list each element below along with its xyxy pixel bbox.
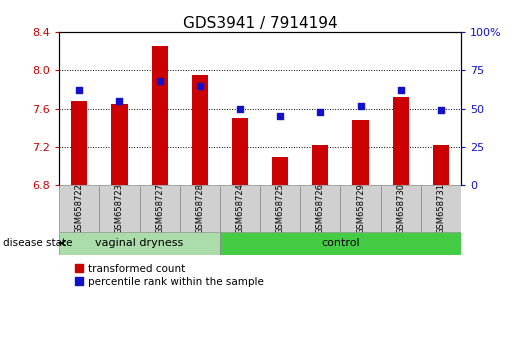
- Text: vaginal dryness: vaginal dryness: [95, 238, 184, 248]
- Bar: [192, 75, 208, 185]
- Bar: [300, 185, 340, 232]
- Text: GSM658728: GSM658728: [195, 183, 204, 234]
- Bar: [260, 185, 300, 232]
- Bar: [140, 185, 180, 232]
- Text: GSM658727: GSM658727: [155, 183, 164, 234]
- Bar: [352, 120, 369, 185]
- Bar: [392, 97, 409, 185]
- Bar: [59, 232, 220, 255]
- Bar: [99, 185, 140, 232]
- Point: [316, 109, 324, 115]
- Bar: [272, 157, 288, 185]
- Point: [156, 78, 164, 84]
- Bar: [421, 185, 461, 232]
- Point: [437, 107, 445, 113]
- Point: [75, 87, 83, 93]
- Bar: [220, 232, 461, 255]
- Bar: [111, 104, 128, 185]
- Bar: [381, 185, 421, 232]
- Text: disease state: disease state: [3, 238, 72, 248]
- Text: control: control: [321, 238, 359, 248]
- Text: GSM658726: GSM658726: [316, 183, 325, 234]
- Bar: [232, 118, 248, 185]
- Title: GDS3941 / 7914194: GDS3941 / 7914194: [183, 16, 337, 31]
- Text: GSM658729: GSM658729: [356, 183, 365, 234]
- Point: [236, 106, 244, 112]
- Point: [356, 103, 365, 108]
- Bar: [180, 185, 220, 232]
- Text: GSM658731: GSM658731: [436, 183, 445, 234]
- Point: [276, 114, 284, 119]
- Text: GSM658730: GSM658730: [396, 183, 405, 234]
- Point: [196, 83, 204, 88]
- Text: GSM658725: GSM658725: [276, 183, 285, 234]
- Bar: [151, 46, 168, 185]
- Text: GSM658723: GSM658723: [115, 183, 124, 234]
- Bar: [433, 145, 449, 185]
- Bar: [59, 185, 99, 232]
- Legend: transformed count, percentile rank within the sample: transformed count, percentile rank withi…: [75, 264, 264, 287]
- Text: GSM658722: GSM658722: [75, 183, 84, 234]
- Point: [397, 87, 405, 93]
- Bar: [220, 185, 260, 232]
- Text: GSM658724: GSM658724: [235, 183, 245, 234]
- Bar: [312, 145, 329, 185]
- Point: [115, 98, 124, 104]
- Bar: [71, 101, 88, 185]
- Bar: [340, 185, 381, 232]
